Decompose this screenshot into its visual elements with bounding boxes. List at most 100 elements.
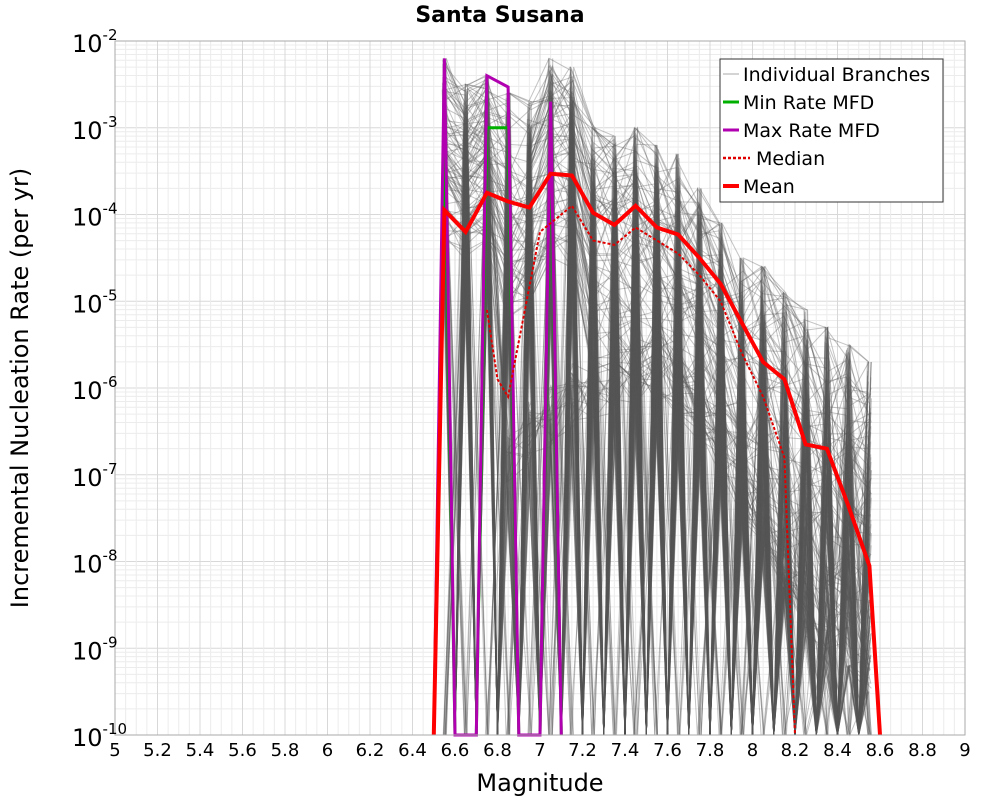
x-tick-label: 6.2	[356, 740, 385, 761]
y-tick-label: 10-8	[72, 547, 118, 579]
legend-label: Max Rate MFD	[743, 120, 880, 142]
branch-line	[444, 194, 869, 736]
x-tick-label: 8	[747, 740, 758, 761]
branch-line	[443, 196, 870, 736]
x-tick-label: 5.6	[228, 740, 257, 761]
branch-line	[442, 152, 869, 736]
branch-line	[444, 92, 872, 736]
branch-line	[442, 235, 871, 736]
branch-line	[445, 151, 871, 736]
branch-line	[443, 155, 871, 736]
branch-line	[445, 90, 872, 736]
x-tick-label: 8.2	[781, 740, 810, 761]
y-tick-label: 10-7	[72, 460, 118, 492]
branch-line	[443, 75, 870, 736]
branch-line	[445, 110, 870, 736]
legend-box	[719, 58, 944, 203]
branch-line	[444, 108, 868, 736]
branch-line	[444, 146, 869, 736]
branch-line	[442, 208, 870, 736]
branch-line	[444, 139, 869, 736]
branch-line	[443, 87, 869, 736]
x-tick-label: 7	[534, 740, 545, 761]
branch-line	[445, 81, 872, 736]
branch-line	[445, 94, 869, 736]
x-tick-label: 5	[109, 740, 120, 761]
branch-line	[445, 204, 870, 736]
branch-line	[443, 64, 870, 736]
x-tick-label: 6.6	[441, 740, 470, 761]
x-axis-label: Magnitude	[476, 769, 603, 797]
branch-line	[443, 81, 869, 736]
branch-line	[444, 221, 870, 736]
branch-line	[443, 75, 872, 736]
x-tick-label: 7.8	[696, 740, 725, 761]
branch-line	[445, 79, 870, 736]
branch-line	[442, 141, 869, 736]
branch-line	[443, 191, 869, 736]
y-tick-label: 10-3	[72, 113, 118, 145]
x-tick-label: 5.8	[271, 740, 300, 761]
branch-line	[442, 198, 871, 736]
branch-line	[442, 130, 869, 736]
branch-line	[444, 140, 868, 736]
x-tick-label: 6	[322, 740, 333, 761]
branch-line	[445, 58, 872, 736]
branch-line	[444, 88, 868, 736]
branch-line	[443, 152, 871, 736]
branch-line	[444, 70, 869, 736]
branch-line	[444, 87, 870, 736]
legend-label: Min Rate MFD	[743, 92, 874, 114]
branch-line	[443, 119, 869, 736]
y-axis-label: Incremental Nucleation Rate (per yr)	[6, 168, 34, 608]
grid	[114, 40, 966, 736]
branch-line	[444, 227, 872, 736]
branch-line	[445, 163, 872, 736]
branch-line	[443, 178, 869, 736]
x-tick-label: 7.6	[653, 740, 682, 761]
branch-line	[446, 165, 870, 736]
x-tick-label: 6.4	[398, 740, 427, 761]
branch-line	[442, 113, 871, 736]
median-line	[485, 204, 796, 736]
max-rate-line	[432, 58, 563, 737]
branch-line	[441, 199, 869, 736]
branch-line	[444, 74, 869, 736]
branch-line	[443, 189, 870, 736]
branch-line	[444, 177, 869, 736]
y-tick-label: 10-6	[72, 373, 118, 405]
branch-line	[443, 117, 872, 736]
branch-line	[443, 98, 870, 736]
x-tick-label: 5.2	[143, 740, 172, 761]
branch-line	[444, 86, 871, 736]
y-tick-label: 10-2	[72, 26, 118, 58]
branch-line	[446, 141, 870, 736]
branch-line	[443, 90, 869, 736]
branch-line	[445, 198, 872, 736]
branch-line	[445, 82, 871, 736]
x-tick-label: 8.4	[823, 740, 852, 761]
x-tick-label: 8.8	[908, 740, 937, 761]
branch-line	[445, 185, 871, 736]
branch-line	[443, 224, 870, 736]
branch-line	[445, 147, 870, 736]
branch-line	[443, 230, 869, 737]
chart-title: Santa Susana	[415, 3, 584, 28]
y-tick-label: 10-10	[72, 720, 127, 752]
branch-line	[442, 102, 871, 736]
branch-line	[443, 120, 872, 736]
branch-line	[445, 73, 871, 736]
branch-line	[444, 228, 870, 736]
branch-line	[443, 78, 872, 736]
branch-line	[443, 81, 870, 736]
x-tick-label: 7.2	[568, 740, 597, 761]
branch-line	[445, 158, 871, 736]
branch-line	[443, 157, 870, 736]
x-tick-label: 7.4	[611, 740, 640, 761]
branch-line	[444, 90, 872, 736]
branch-line	[443, 188, 869, 736]
branch-line	[444, 58, 869, 736]
branch-line	[444, 111, 872, 736]
branch-line	[442, 86, 871, 736]
legend: Individual Branches Min Rate MFD Max Rate …	[719, 58, 944, 203]
